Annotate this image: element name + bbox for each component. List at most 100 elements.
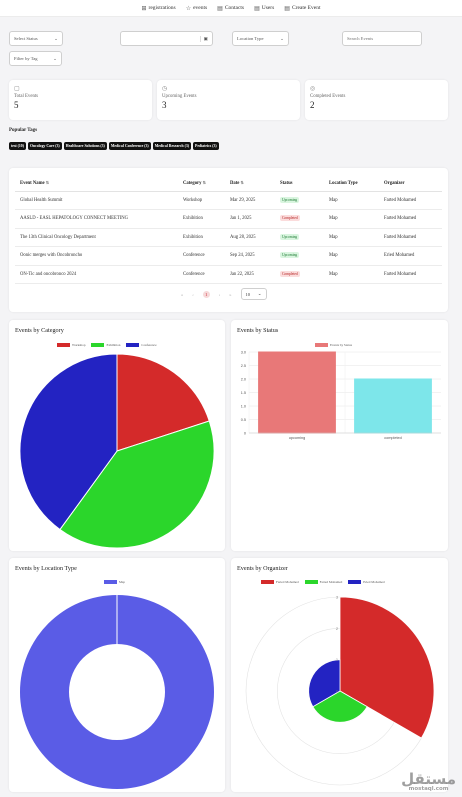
status-badge: Completed (280, 215, 300, 222)
polar-slice (339, 596, 435, 739)
stat-value: 5 (14, 100, 19, 110)
cell-date: Sep 24, 2025 (225, 246, 275, 266)
header-event-name[interactable]: Event Name ⇅ (15, 176, 178, 192)
organizer-chart-card: Events by Organizer Farted Mohamed Farte… (231, 558, 448, 792)
y-tick-label: 3.0 (241, 350, 246, 354)
table-header-row: Event Name ⇅ Category ⇅ Date ⇅ Status Lo… (15, 176, 442, 192)
bar (258, 351, 336, 434)
location-select-value: Location Type (237, 36, 264, 41)
header-location-type: Location Type (324, 176, 379, 192)
nav-create-event[interactable]: ▤ Create Event (284, 5, 320, 12)
tag-chip[interactable]: Medical Conference (3) (108, 142, 151, 150)
star-icon: ☆ (185, 5, 192, 12)
search-input[interactable] (342, 31, 422, 46)
stat-value: 2 (310, 100, 315, 110)
legend-item[interactable]: Farted Mohamed (304, 580, 343, 584)
header-category[interactable]: Category ⇅ (178, 176, 225, 192)
cell-category: Conference (178, 265, 225, 284)
tag-chip[interactable]: Oncology Care (3) (27, 142, 62, 150)
current-page-button[interactable]: 1 (202, 290, 210, 298)
stat-total-events: ▢ Total Events 5 (9, 80, 152, 120)
pagination: « ‹ 1 › » 10 ⌄ (181, 288, 267, 300)
last-page-button[interactable]: » (229, 291, 232, 297)
legend-item[interactable]: Events by Status (315, 343, 352, 347)
nav-users-label: Users (261, 5, 275, 11)
legend-swatch (57, 343, 70, 347)
date-input[interactable]: ▣ (120, 31, 213, 46)
status-badge: Completed (280, 270, 300, 277)
cell-name: The 13th Clinical Oncology Department (15, 228, 178, 247)
stat-label: Upcoming Events (162, 94, 197, 99)
status-select[interactable]: Select Status ⌄ (9, 31, 63, 46)
legend-swatch (104, 580, 117, 584)
chart-legend: Workshop Exhibition Conference (57, 343, 157, 347)
table-row[interactable]: AASLD - EASL HEPATOLOGY CONNECT MEETING … (15, 209, 442, 229)
next-page-button[interactable]: › (218, 291, 221, 297)
sort-icon: ⇅ (240, 180, 244, 186)
status-chart-card: Events by Status Events by Status 0 0.5 1.… (231, 320, 448, 551)
category-pie-chart (19, 353, 215, 549)
table-row[interactable]: Oonic merges with Oncobroncho Conference… (15, 246, 442, 266)
x-tick-label: completed (384, 436, 402, 440)
cell-status: Upcoming (275, 191, 324, 210)
cell-organizer: Eried Mohamed (379, 246, 442, 266)
legend-item[interactable]: Exhibition (91, 343, 120, 347)
nav-contacts[interactable]: ▤ Contacts (217, 5, 244, 12)
create-icon: ▤ (284, 5, 290, 12)
stat-upcoming-events: ◷ Upcoming Events 3 (157, 80, 300, 120)
tag-chip[interactable]: Pediatrics (3) (193, 142, 219, 150)
donut-slice (19, 594, 215, 790)
legend-item[interactable]: Farted Mohamed (261, 580, 299, 584)
table-row[interactable]: The 13th Clinical Oncology Department Ex… (15, 228, 442, 247)
header-label: Category (183, 181, 202, 187)
legend-item[interactable]: Map (104, 580, 125, 584)
tag-filter-select[interactable]: Filter by Tag ⌄ (9, 51, 62, 66)
popular-tags-title: Popular Tags (9, 128, 38, 133)
legend-item[interactable]: Conference (126, 343, 157, 347)
cell-location: Map (324, 228, 379, 247)
first-page-button[interactable]: « (181, 291, 184, 297)
cell-date: Aug 28, 2025 (225, 228, 275, 247)
legend-label: Events by Status (330, 343, 352, 347)
cell-organizer: Farted Mohamed (379, 265, 442, 284)
cell-status: Completed (275, 265, 324, 284)
legend-item[interactable]: Workshop (57, 343, 85, 347)
pie-slice (19, 353, 118, 531)
chevron-down-icon: ⌄ (280, 35, 284, 41)
legend-swatch (304, 580, 318, 584)
status-select-value: Select Status (14, 36, 38, 41)
location-type-select[interactable]: Location Type ⌄ (232, 31, 289, 46)
nav-users[interactable]: ▤ Users (254, 5, 274, 12)
bar (354, 378, 432, 434)
legend-item[interactable]: Eried Mohamed (348, 580, 385, 584)
header-date[interactable]: Date ⇅ (225, 176, 275, 192)
polar-slice (312, 690, 368, 723)
tag-chip[interactable]: test (10) (9, 142, 26, 150)
per-page-select[interactable]: 10 ⌄ (240, 288, 267, 300)
status-badge: Upcoming (280, 252, 300, 259)
events-table: Event Name ⇅ Category ⇅ Date ⇅ Status Lo… (15, 176, 442, 284)
nav-registrations[interactable]: ⊞ registrations (141, 5, 175, 12)
cell-organizer: Farted Mohamed (379, 209, 442, 229)
cell-location: Map (324, 191, 379, 210)
table-row[interactable]: Global Health Summit Workshop Mar 29, 20… (15, 191, 442, 210)
users-icon: ▤ (254, 5, 260, 12)
table-row[interactable]: ON-Tic and oncobronco 2024 Conference Ja… (15, 265, 442, 284)
legend-swatch (261, 580, 274, 584)
cell-date: Mar 29, 2025 (225, 191, 275, 210)
legend-label: Farted Mohamed (319, 580, 343, 584)
tag-chip[interactable]: Medical Research (3) (152, 142, 192, 150)
nav-registrations-label: registrations (148, 5, 176, 11)
cell-location: Map (324, 209, 379, 229)
legend-swatch (91, 343, 105, 347)
y-tick-label: 0.5 (241, 418, 246, 422)
chart-legend: Farted Mohamed Farted Mohamed Eried Moha… (261, 580, 385, 584)
cell-date: Jan 1, 2025 (225, 209, 275, 229)
legend-label: Eried Mohamed (363, 580, 385, 584)
legend-label: Workshop (72, 343, 86, 347)
prev-page-button[interactable]: ‹ (192, 291, 194, 297)
nav-events[interactable]: ☆ events (186, 5, 207, 12)
cell-category: Workshop (178, 191, 225, 210)
y-tick-label: 2.5 (241, 364, 246, 368)
tag-chip[interactable]: Healthcare Solutions (3) (63, 142, 107, 150)
